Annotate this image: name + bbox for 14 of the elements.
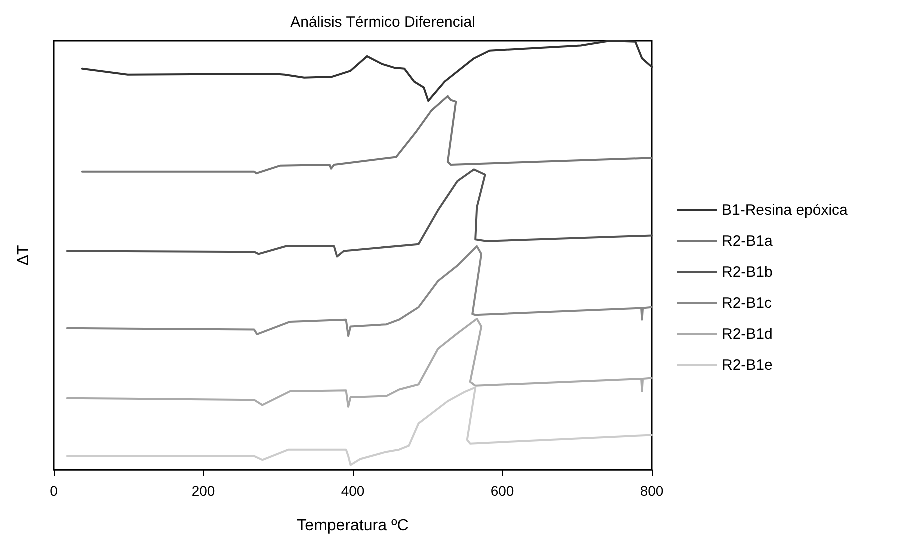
legend-label: R2-B1a xyxy=(722,233,774,250)
legend-label: B1-Resina epóxica xyxy=(722,202,849,219)
legend-label: R2-B1b xyxy=(722,264,773,281)
x-tick-label: 400 xyxy=(341,483,365,499)
x-tick-label: 0 xyxy=(50,483,58,499)
chart-title: Análisis Térmico Diferencial xyxy=(290,14,476,31)
y-axis-title: ΔT xyxy=(16,245,32,266)
x-tick-label: 600 xyxy=(490,483,514,499)
x-tick-label: 800 xyxy=(640,483,664,499)
legend-label: R2-B1d xyxy=(722,326,773,343)
x-axis-title: Temperatura ºC xyxy=(297,518,409,534)
legend-label: R2-B1e xyxy=(722,357,773,374)
x-tick-label: 200 xyxy=(192,483,216,499)
legend-label: R2-B1c xyxy=(722,295,773,312)
